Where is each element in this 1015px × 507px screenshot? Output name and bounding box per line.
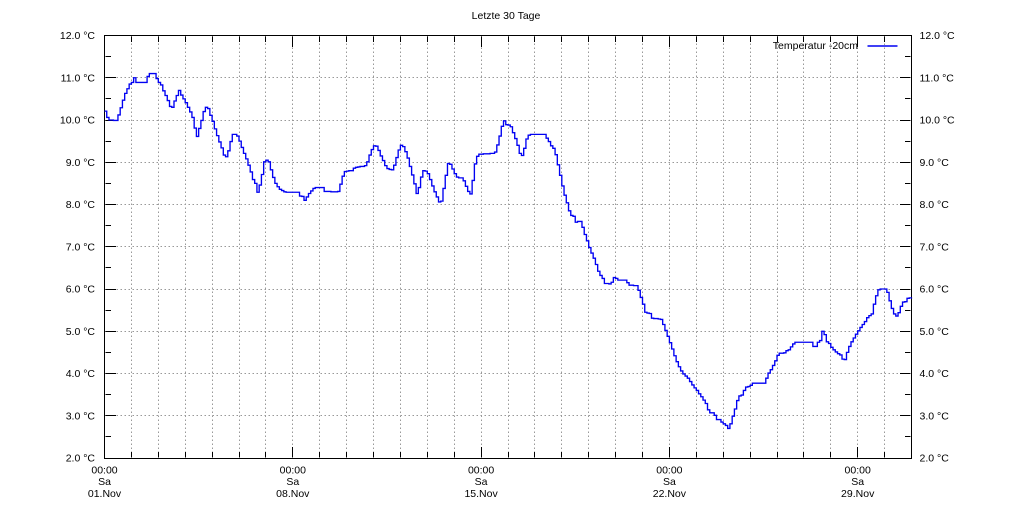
x-axis-label-date: 15.Nov (464, 488, 498, 500)
y-axis-label-left: 8.0 °C (66, 199, 96, 211)
y-axis-label-left: 11.0 °C (61, 72, 96, 84)
y-axis-label-right: 11.0 °C (920, 72, 955, 84)
y-axis-label-right: 4.0 °C (920, 368, 950, 380)
chart-title: Letzte 30 Tage (472, 10, 541, 22)
y-axis-label-left: 3.0 °C (66, 410, 96, 422)
y-axis-label-left: 6.0 °C (66, 284, 96, 296)
x-axis-label-time: 00:00 (656, 464, 682, 476)
y-axis-label-right: 9.0 °C (920, 157, 950, 169)
x-axis-label-weekday: Sa (286, 476, 299, 488)
y-axis-label-right: 8.0 °C (920, 199, 950, 211)
y-axis-label-left: 4.0 °C (66, 368, 96, 380)
legend-label: Temperatur -20cm (773, 40, 858, 52)
y-axis-label-right: 5.0 °C (920, 326, 950, 338)
x-axis-label-weekday: Sa (851, 476, 864, 488)
plot-border (104, 35, 912, 459)
y-axis-label-left: 12.0 °C (60, 30, 96, 42)
x-axis-label-time: 00:00 (280, 464, 306, 476)
plot-frame-and-ticks (104, 35, 912, 459)
x-axis-label-date: 01.Nov (88, 488, 122, 500)
y-axis-label-right: 10.0 °C (920, 115, 956, 127)
temperature-line (104, 72, 913, 430)
x-axis-label-time: 00:00 (468, 464, 494, 476)
y-axis-label-right: 7.0 °C (920, 241, 950, 253)
y-axis-label-right: 6.0 °C (920, 284, 950, 296)
x-axis-label-weekday: Sa (98, 476, 111, 488)
x-axis-label-date: 22.Nov (653, 488, 687, 500)
y-axis-label-right: 12.0 °C (920, 30, 956, 42)
y-axis-label-left: 5.0 °C (66, 326, 96, 338)
grid-lines (104, 35, 912, 458)
x-axis-label-weekday: Sa (663, 476, 676, 488)
y-axis-label-left: 7.0 °C (66, 241, 96, 253)
x-axis-label-time: 00:00 (91, 464, 117, 476)
x-axis-label-weekday: Sa (475, 476, 488, 488)
y-axis-label-left: 10.0 °C (60, 115, 96, 127)
axis-labels: 12.0 °C 12.0 °C 11.0 °C 11.0 °C 10.0 °C 10.0 … (60, 30, 955, 500)
y-axis-label-left: 9.0 °C (66, 157, 96, 169)
temperature-series (104, 72, 913, 430)
y-axis-label-right: 2.0 °C (920, 453, 950, 465)
x-axis-label-date: 08.Nov (276, 488, 310, 500)
y-axis-label-left: 2.0 °C (66, 453, 96, 465)
x-axis-label-time: 00:00 (845, 464, 871, 476)
x-axis-label-date: 29.Nov (841, 488, 875, 500)
y-axis-label-right: 3.0 °C (920, 410, 950, 422)
